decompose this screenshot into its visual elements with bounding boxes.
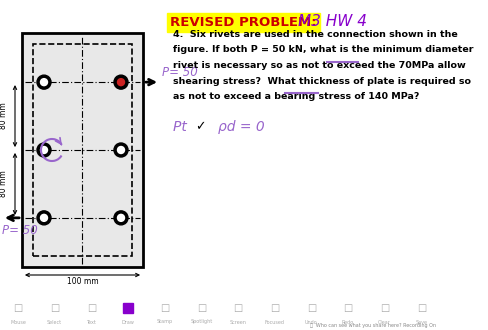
Text: P= 50: P= 50 (2, 224, 38, 237)
Text: Pt: Pt (173, 120, 191, 134)
Text: Mouse: Mouse (10, 319, 26, 324)
Text: 🔒  Who can see what you share here? Recording On: 🔒 Who can see what you share here? Recor… (309, 322, 435, 327)
Circle shape (114, 211, 128, 225)
Bar (22, 33, 142, 267)
Text: □: □ (123, 303, 132, 313)
Circle shape (37, 143, 51, 157)
Text: Screen: Screen (229, 319, 246, 324)
Text: □: □ (233, 303, 242, 313)
Text: □: □ (269, 303, 279, 313)
Text: □: □ (86, 303, 96, 313)
Text: □: □ (416, 303, 425, 313)
Text: ρd = 0: ρd = 0 (218, 120, 264, 134)
Text: Text: Text (86, 319, 96, 324)
Text: Spotlight: Spotlight (190, 319, 212, 324)
Text: 100 mm: 100 mm (66, 277, 98, 285)
Text: Clear: Clear (377, 319, 390, 324)
Bar (123, 303, 133, 313)
Text: Save: Save (414, 319, 427, 324)
Text: Focused: Focused (264, 319, 284, 324)
Text: 80 mm: 80 mm (0, 103, 8, 129)
Text: 80 mm: 80 mm (0, 171, 8, 197)
Text: figure. If both P = 50 kN, what is the minimum diameter: figure. If both P = 50 kN, what is the m… (173, 46, 472, 54)
Circle shape (41, 214, 47, 221)
Text: P= 50: P= 50 (162, 66, 197, 79)
Circle shape (117, 79, 124, 86)
Circle shape (41, 147, 47, 153)
Circle shape (37, 211, 51, 225)
Circle shape (37, 75, 51, 89)
Text: rivet is necessary so as not to exceed the 70MPa allow: rivet is necessary so as not to exceed t… (173, 61, 465, 70)
Circle shape (41, 79, 47, 86)
Text: □: □ (379, 303, 388, 313)
Text: Undo: Undo (305, 319, 317, 324)
Text: Redo: Redo (341, 319, 353, 324)
Circle shape (117, 214, 124, 221)
Text: □: □ (13, 303, 22, 313)
Text: □: □ (50, 303, 59, 313)
Text: shearing stress?  What thickness of plate is required so: shearing stress? What thickness of plate… (173, 77, 470, 85)
Text: □: □ (160, 303, 169, 313)
Text: □: □ (343, 303, 352, 313)
Text: M3 HW 4: M3 HW 4 (297, 14, 366, 29)
Circle shape (117, 147, 124, 153)
Text: ✓: ✓ (195, 120, 205, 133)
Text: □: □ (196, 303, 205, 313)
Text: REVISED PROBLEM:: REVISED PROBLEM: (170, 16, 316, 29)
Circle shape (114, 75, 128, 89)
Text: as not to exceed a bearing stress of 140 MPa?: as not to exceed a bearing stress of 140… (173, 92, 419, 101)
Circle shape (114, 143, 128, 157)
Bar (33, 44, 132, 256)
Text: Stamp: Stamp (156, 319, 172, 324)
Text: 4.  Six rivets are used in the connection shown in the: 4. Six rivets are used in the connection… (173, 30, 457, 39)
Text: Select: Select (47, 319, 62, 324)
Text: □: □ (306, 303, 315, 313)
Text: Draw: Draw (122, 319, 134, 324)
